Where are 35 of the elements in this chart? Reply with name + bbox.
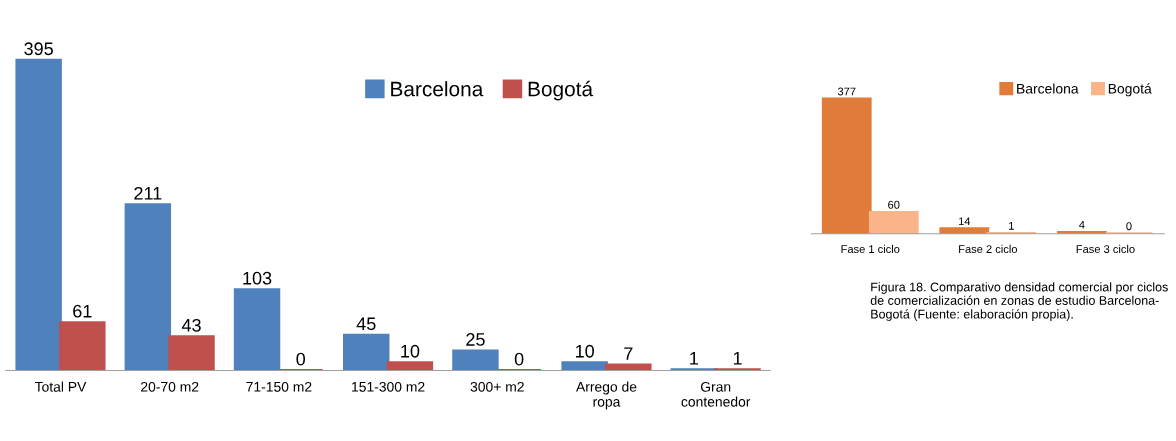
x-tick-label: 151-300 m2 bbox=[352, 381, 425, 392]
data-label: 0 bbox=[1126, 222, 1132, 231]
data-label: 7 bbox=[624, 347, 633, 360]
x-tick-label: Fase 2 ciclo bbox=[959, 244, 1018, 253]
data-label: 43 bbox=[181, 318, 201, 332]
x-tick-label: Fase 1 ciclo bbox=[841, 244, 900, 253]
data-label: 395 bbox=[24, 42, 53, 56]
data-label: 103 bbox=[243, 271, 272, 285]
x-tick-label: 71-150 m2 bbox=[246, 381, 312, 392]
data-label: 1 bbox=[1009, 222, 1014, 230]
data-label: 14 bbox=[958, 217, 971, 226]
x-tick-label: Arrego de ropa bbox=[576, 381, 637, 410]
text: Figura 18. Comparativo densidad comercial por ciclos de comercialización en zonas de estudio Barcelona- Bogotá (Fuente: elaboración propia). bbox=[870, 282, 1168, 321]
legend-label: Bogotá bbox=[528, 80, 594, 101]
data-label: 61 bbox=[73, 304, 92, 318]
data-label: 45 bbox=[356, 317, 376, 331]
legend-label: Bogotá bbox=[1108, 83, 1152, 97]
data-label: 0 bbox=[514, 352, 524, 366]
data-label: 211 bbox=[134, 186, 162, 200]
x-tick-label: Fase 3 ciclo bbox=[1076, 244, 1135, 253]
data-label: 10 bbox=[575, 344, 594, 358]
legend-label: Barcelona bbox=[391, 81, 484, 97]
legend-label: Barcelona bbox=[1017, 83, 1079, 94]
x-tick-label: Gran contenedor bbox=[681, 381, 751, 407]
data-label: 377 bbox=[837, 87, 856, 96]
x-tick-label: 300+ m2 bbox=[470, 381, 524, 392]
data-label: 4 bbox=[1079, 220, 1085, 229]
data-label: 25 bbox=[466, 333, 485, 346]
data-label: 1 bbox=[733, 352, 742, 365]
data-label: 1 bbox=[690, 352, 698, 365]
x-tick-label: Total PV bbox=[34, 381, 87, 392]
data-label: 0 bbox=[296, 352, 306, 366]
data-label: 10 bbox=[401, 344, 420, 358]
x-tick-label: 20-70 m2 bbox=[141, 381, 199, 392]
data-label: 60 bbox=[888, 200, 900, 209]
